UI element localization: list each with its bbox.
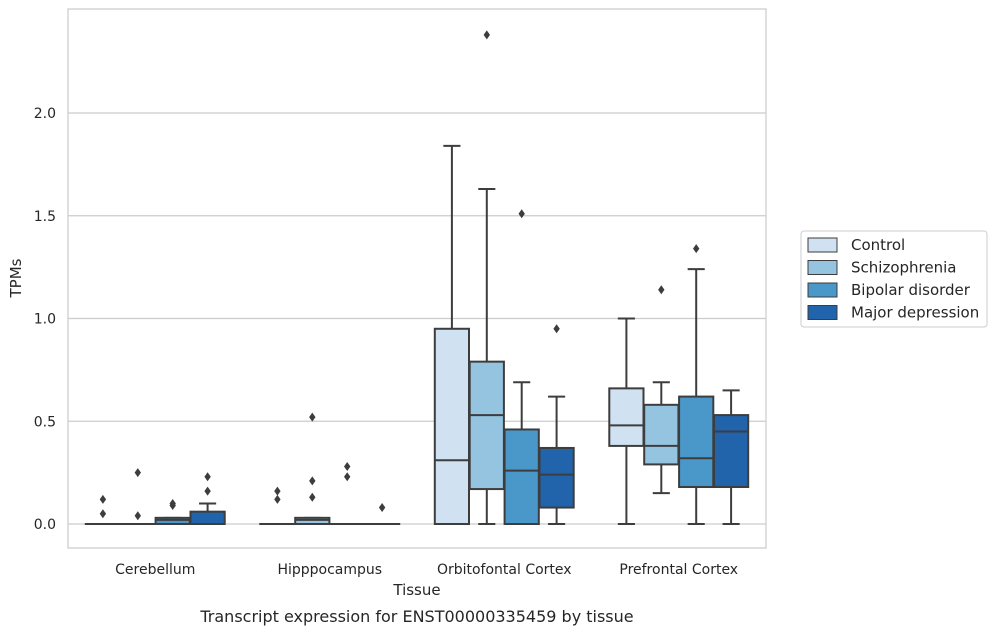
legend-label: Control: [851, 236, 905, 254]
box: [259, 486, 296, 526]
boxes-layer: [84, 30, 750, 526]
box-body: [712, 414, 750, 489]
legend: Control Schizophrenia Bipolar disorder Majo…: [800, 230, 988, 328]
box-body: [294, 516, 331, 526]
legend-frame: [800, 230, 988, 328]
y-ticks: 0.0 0.5 1.0 1.5 2.0: [34, 106, 56, 533]
x-ticks: Cerebellum Hipppocampus Orbitofontal Corte…: [115, 562, 738, 578]
box: [433, 144, 471, 525]
box-body: [678, 395, 715, 489]
box-body: [154, 516, 191, 526]
box-body: [503, 428, 540, 525]
legend-label: Schizophrenia: [851, 259, 956, 277]
y-tick-label: 0.5: [34, 414, 56, 430]
flier-point: [204, 486, 211, 496]
flier-point: [518, 209, 525, 219]
flier-point: [553, 324, 560, 334]
box: [712, 389, 750, 525]
y-tick-label: 0.0: [34, 517, 56, 533]
legend-swatch: [807, 305, 838, 320]
legend-swatch: [807, 237, 838, 253]
box-body: [538, 446, 575, 509]
box-body: [608, 387, 645, 447]
box: [119, 468, 156, 526]
y-axis-label: TPMs: [7, 258, 25, 298]
flier-point: [344, 461, 351, 471]
legend-swatch: [807, 260, 838, 275]
box: [363, 503, 401, 526]
x-tick-label: Cerebellum: [115, 562, 195, 578]
flier-point: [204, 472, 211, 482]
flier-point: [169, 498, 176, 508]
flier-point: [99, 509, 107, 519]
y-tick-label: 2.0: [34, 106, 56, 122]
flier-point: [134, 511, 141, 521]
box-body: [468, 360, 505, 491]
flier-point: [134, 468, 141, 478]
box: [84, 494, 122, 526]
flier-point: [658, 285, 665, 295]
flier-point: [378, 503, 386, 513]
flier-point: [309, 412, 316, 422]
box-body: [189, 510, 226, 526]
flier-point: [693, 244, 700, 254]
box: [294, 412, 331, 526]
chart-caption: Transcript expression for ENST0000033545…: [199, 607, 633, 626]
x-tick-label: Hipppocampus: [277, 562, 382, 578]
y-tick-label: 1.0: [34, 312, 56, 328]
box: [678, 244, 715, 525]
legend-label: Bipolar disorder: [851, 281, 971, 299]
box-body: [433, 327, 471, 525]
legend-label: Major depression: [851, 304, 979, 322]
flier-point: [274, 494, 281, 504]
flier-point: [344, 472, 351, 482]
legend-swatch: [807, 282, 838, 298]
x-tick-label: Orbitofontal Cortex: [437, 562, 572, 578]
x-tick-label: Prefrontal Cortex: [619, 562, 738, 578]
plot-frame: [67, 8, 767, 549]
box: [538, 324, 575, 525]
x-axis-label: Tissue: [392, 581, 440, 599]
box: [503, 209, 540, 525]
flier-point: [309, 476, 316, 486]
flier-point: [274, 486, 281, 496]
flier-point: [99, 494, 107, 504]
flier-point: [309, 492, 316, 502]
box-body: [643, 403, 680, 466]
box: [468, 30, 505, 525]
y-tick-label: 1.5: [34, 209, 56, 225]
box: [189, 472, 226, 526]
flier-point: [483, 30, 490, 40]
